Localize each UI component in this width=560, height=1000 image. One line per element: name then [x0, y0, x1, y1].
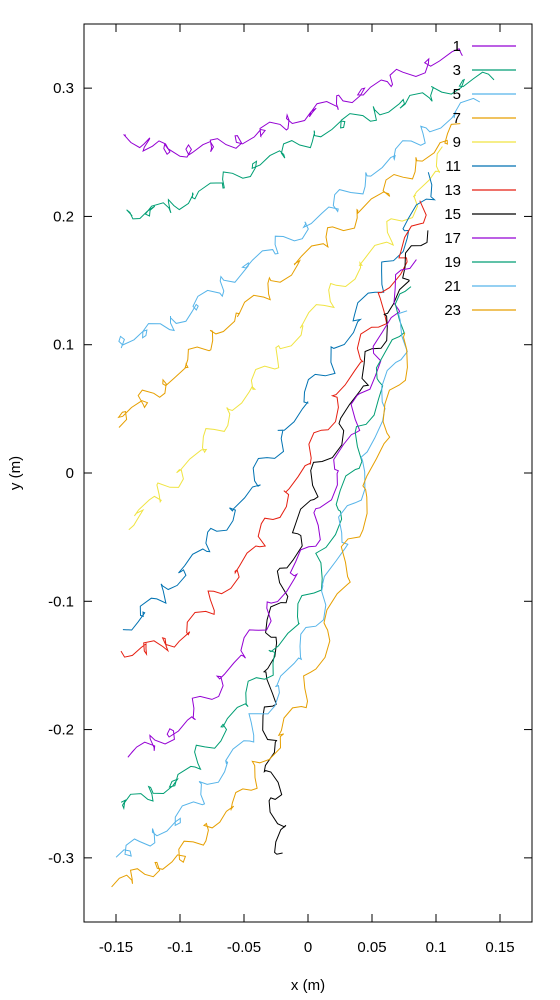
legend-label: 9: [453, 134, 461, 151]
y-tick-label: 0.2: [53, 208, 74, 225]
trajectory-series-7: [117, 123, 461, 428]
legend-label: 11: [445, 158, 461, 175]
trajectory-series-5: [118, 97, 481, 349]
x-tick-label: -0.15: [99, 939, 133, 956]
x-axis-label: x (m): [291, 977, 325, 994]
trajectory-series-15: [262, 230, 429, 855]
trajectory-series-13: [120, 200, 427, 658]
trajectory-series-9: [128, 146, 443, 531]
trajectory-lines: [111, 48, 495, 888]
x-tick-label: 0.15: [485, 939, 514, 956]
trajectory-series-23: [111, 332, 408, 888]
x-tick-label: -0.05: [227, 939, 261, 956]
trajectory-series-19: [120, 286, 412, 811]
legend-label: 17: [444, 230, 461, 247]
legend-label: 19: [444, 254, 461, 271]
trajectory-series-1: [122, 48, 463, 158]
y-axis-ticks: -0.3 -0.2 -0.1 0 0.1 0.2 0.3: [48, 80, 532, 867]
legend-label: 15: [444, 206, 461, 223]
x-tick-label: 0.05: [357, 939, 386, 956]
x-axis-ticks: -0.15 -0.1 -0.05 0 0.05 0.1 0.15: [99, 24, 515, 956]
x-tick-label: 0.1: [426, 939, 447, 956]
legend-label: 7: [453, 110, 461, 127]
trajectory-series-11: [122, 172, 436, 631]
y-tick-label: 0.1: [53, 337, 74, 354]
y-tick-label: 0.3: [53, 80, 74, 97]
y-tick-label: -0.2: [48, 722, 74, 739]
x-tick-label: 0: [304, 939, 312, 956]
x-tick-label: -0.1: [167, 939, 193, 956]
trajectory-series-3: [126, 71, 495, 220]
y-axis-label: y (m): [7, 456, 24, 490]
legend-label: 21: [444, 278, 461, 295]
legend-label: 1: [453, 38, 461, 55]
legend-label: 13: [444, 182, 461, 199]
trajectory-series-17: [127, 259, 417, 758]
plot-frame: [83, 23, 533, 923]
trajectory-series-21: [115, 310, 408, 858]
legend-label: 3: [453, 62, 461, 79]
legend-label: 23: [444, 302, 461, 319]
y-tick-label: -0.3: [48, 850, 74, 867]
legend-label: 5: [453, 86, 461, 103]
y-tick-label: -0.1: [48, 593, 74, 610]
y-tick-label: 0: [66, 465, 74, 482]
